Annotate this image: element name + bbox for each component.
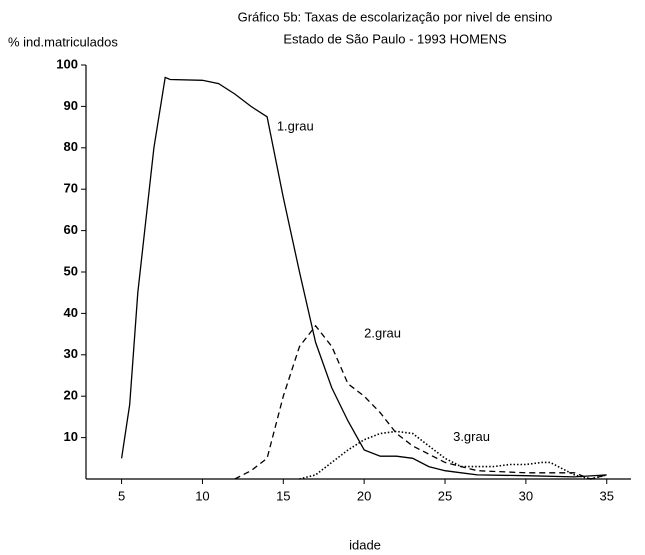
y-tick-label: 30: [64, 346, 78, 361]
x-tick-label: 30: [519, 488, 533, 503]
y-tick-label: 70: [64, 181, 78, 196]
series-line: [120, 76, 607, 478]
x-tick-label: 5: [118, 488, 125, 503]
x-axis-label: idade: [349, 537, 381, 552]
x-tick-label: 20: [357, 488, 371, 503]
series-label: 3.grau: [453, 429, 490, 444]
series-label: 2.grau: [364, 326, 401, 341]
series-label: 1.grau: [277, 119, 314, 134]
chart-title: Gráfico 5b: Taxas de escolarização por n…: [238, 9, 553, 24]
y-tick-label: 10: [64, 429, 78, 444]
x-tick-label: 10: [195, 488, 209, 503]
chart-subtitle: Estado de São Paulo - 1993 HOMENS: [283, 31, 507, 46]
y-tick-label: 40: [64, 305, 78, 320]
x-tick-label: 35: [600, 488, 614, 503]
y-tick-label: 60: [64, 222, 78, 237]
y-tick-label: 20: [64, 388, 78, 403]
x-tick-label: 15: [276, 488, 290, 503]
series-line: [234, 324, 607, 480]
y-tick-label: 100: [56, 56, 78, 71]
y-axis-label: % ind.matriculados: [8, 34, 118, 49]
y-tick-label: 80: [64, 139, 78, 154]
x-tick-label: 25: [438, 488, 452, 503]
series-line: [299, 430, 607, 480]
y-tick-label: 90: [64, 98, 78, 113]
y-tick-label: 50: [64, 263, 78, 278]
